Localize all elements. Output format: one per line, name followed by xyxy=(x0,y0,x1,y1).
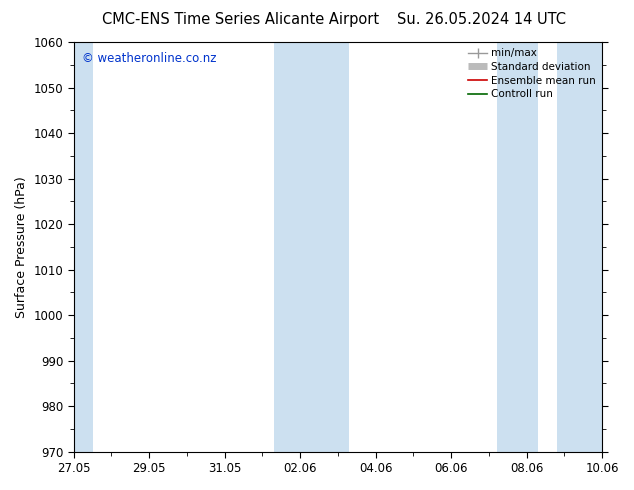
Bar xyxy=(557,42,608,452)
Bar xyxy=(496,42,538,452)
Text: Su. 26.05.2024 14 UTC: Su. 26.05.2024 14 UTC xyxy=(398,12,566,27)
Text: CMC-ENS Time Series Alicante Airport: CMC-ENS Time Series Alicante Airport xyxy=(102,12,380,27)
Bar xyxy=(68,42,93,452)
Legend: min/max, Standard deviation, Ensemble mean run, Controll run: min/max, Standard deviation, Ensemble me… xyxy=(465,45,599,102)
Bar xyxy=(274,42,349,452)
Text: © weatheronline.co.nz: © weatheronline.co.nz xyxy=(82,52,216,65)
Y-axis label: Surface Pressure (hPa): Surface Pressure (hPa) xyxy=(15,176,28,318)
